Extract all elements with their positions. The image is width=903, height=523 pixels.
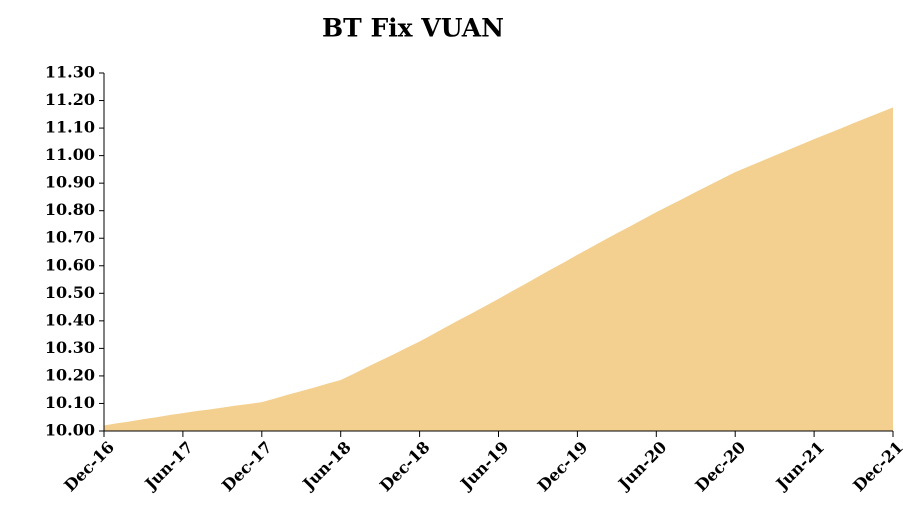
y-tick-label: 10.20 bbox=[45, 365, 95, 384]
y-tick-label: 10.10 bbox=[45, 393, 95, 412]
y-tick-label: 10.00 bbox=[45, 421, 95, 440]
y-tick-label: 11.00 bbox=[45, 145, 95, 164]
x-tick-label: Dec-20 bbox=[691, 438, 749, 496]
y-tick-label: 10.50 bbox=[45, 283, 95, 302]
x-tick-label: Dec-17 bbox=[218, 438, 276, 496]
x-tick-label: Dec-19 bbox=[534, 438, 592, 496]
x-tick-label: Dec-18 bbox=[376, 438, 434, 496]
x-tick-label: Jun-20 bbox=[613, 438, 670, 495]
y-tick-label: 10.60 bbox=[45, 255, 95, 274]
area bbox=[104, 107, 893, 432]
y-tick-label: 11.30 bbox=[45, 63, 95, 82]
x-tick-label: Jun-19 bbox=[455, 438, 512, 495]
y-tick-label: 10.70 bbox=[45, 228, 95, 247]
x-tick-label: Jun-18 bbox=[298, 438, 355, 495]
x-tick-label: Dec-16 bbox=[60, 438, 118, 496]
y-tick-label: 10.90 bbox=[45, 173, 95, 192]
y-tick-label: 10.40 bbox=[45, 310, 95, 329]
x-tick-label: Jun-17 bbox=[140, 438, 197, 495]
y-tick-label: 11.10 bbox=[45, 118, 95, 137]
chart-title: BT Fix VUAN bbox=[322, 14, 504, 43]
y-tick-label: 11.20 bbox=[45, 90, 95, 109]
y-tick-label: 10.80 bbox=[45, 200, 95, 219]
x-tick-label: Jun-21 bbox=[771, 438, 828, 495]
y-tick-label: 10.30 bbox=[45, 338, 95, 357]
x-tick-label: Dec-21 bbox=[849, 438, 903, 496]
